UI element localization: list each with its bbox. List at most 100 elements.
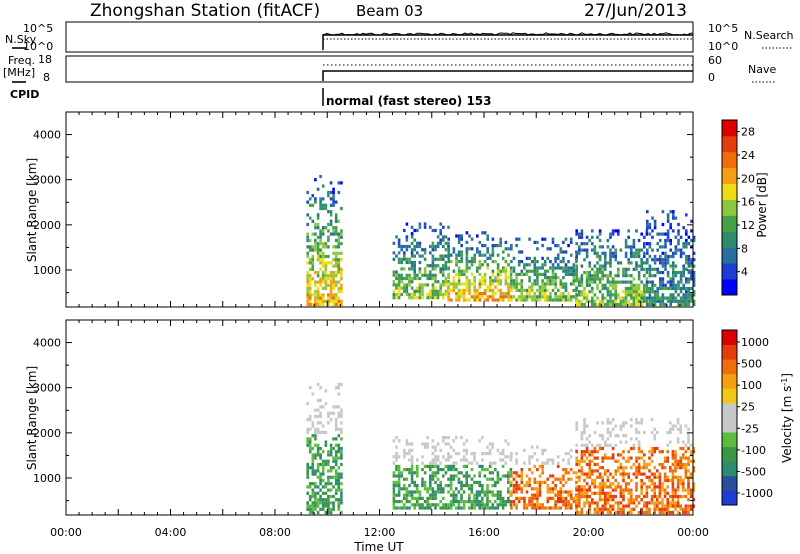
echo-cell (512, 490, 516, 494)
echo-cell (627, 501, 630, 505)
echo-cell (327, 235, 330, 239)
echo-cell (578, 290, 581, 294)
echo-cell (423, 248, 427, 252)
echo-cell (679, 280, 683, 284)
echo-cell (682, 299, 685, 303)
echo-cell (329, 446, 333, 451)
echo-cell (554, 295, 557, 299)
echo-cell (643, 510, 646, 515)
echo-cell (319, 501, 322, 505)
echo-cell (470, 503, 474, 507)
echo-cell (676, 462, 680, 467)
echo-cell (447, 295, 450, 299)
echo-cell (648, 469, 651, 473)
echo-cell (452, 464, 455, 468)
echo-cell (327, 283, 330, 287)
echo-cell (528, 461, 531, 465)
echo-cell (400, 286, 403, 290)
echo-cell (481, 503, 484, 507)
echo-cell (580, 277, 584, 281)
echo-cell (632, 242, 636, 246)
echo-cell (488, 477, 492, 481)
echo-cell (447, 452, 450, 456)
echo-cell (653, 466, 656, 470)
echo-cell (455, 260, 458, 264)
echo-cell (496, 471, 500, 475)
echo-cell (332, 504, 335, 508)
echo-cell (316, 270, 320, 275)
echo-cell (598, 466, 602, 470)
echo-cell (488, 471, 492, 475)
echo-cell (447, 280, 450, 284)
echo-cell (447, 250, 450, 254)
echo-cell (646, 219, 649, 223)
echo-cell (663, 472, 667, 476)
echo-cell (421, 248, 424, 252)
nsky-panel-frame (65, 21, 694, 53)
freq-tick-high: 18 (38, 53, 52, 66)
y-tick-label: 1000 (33, 472, 61, 485)
echo-cell (630, 437, 633, 441)
echo-cell (483, 282, 487, 286)
echo-cell (601, 296, 604, 300)
echo-cell (478, 279, 482, 283)
echo-cell (640, 290, 643, 294)
echo-cell (606, 427, 610, 431)
echo-cell (559, 292, 563, 296)
echo-cell (669, 226, 672, 230)
echo-cell (601, 504, 604, 508)
echo-cell (321, 184, 325, 188)
echo-cell (596, 267, 599, 271)
echo-cell (392, 471, 396, 475)
echo-cell (679, 251, 683, 255)
echo-cell (575, 274, 578, 278)
echo-cell (650, 450, 654, 454)
echo-cell (609, 270, 612, 275)
echo-cell (692, 446, 695, 451)
echo-cell (462, 464, 466, 468)
echo-cell (324, 402, 328, 406)
colorbar-tick-label: -1000 (741, 487, 773, 500)
echo-cell (481, 263, 484, 267)
echo-cell (663, 504, 667, 508)
echo-cell (554, 266, 557, 270)
echo-cell (637, 274, 641, 278)
echo-cell (596, 475, 599, 479)
echo-cell (614, 488, 617, 492)
echo-cell (659, 299, 662, 303)
echo-cell (598, 264, 602, 268)
echo-cell (460, 282, 463, 286)
echo-cell (591, 453, 594, 457)
echo-cell (308, 498, 312, 502)
echo-cell (314, 197, 317, 201)
echo-cell (588, 290, 591, 294)
echo-cell (515, 288, 518, 292)
echo-cell (583, 427, 586, 431)
echo-cell (410, 480, 414, 484)
echo-cell (501, 464, 505, 468)
echo-cell (583, 270, 586, 275)
echo-cell (536, 298, 539, 302)
echo-cell (421, 484, 424, 488)
echo-cell (334, 450, 338, 454)
echo-cell (619, 296, 623, 300)
echo-cell (499, 500, 502, 504)
echo-cell (598, 498, 602, 502)
echo-cell (481, 244, 484, 248)
echo-cell (617, 466, 620, 470)
echo-cell (679, 446, 682, 451)
echo-cell (684, 475, 688, 479)
echo-cell (627, 299, 630, 303)
echo-cell (661, 299, 665, 303)
echo-cell (630, 248, 633, 252)
echo-cell (530, 493, 534, 497)
colorbar-segment (722, 120, 737, 137)
echo-cell (504, 260, 508, 264)
echo-cell (314, 430, 317, 435)
echo-cell (340, 408, 343, 412)
echo-cell (395, 506, 398, 510)
cpid-label: CPID (10, 88, 39, 101)
echo-cell (551, 506, 555, 510)
echo-cell (308, 245, 312, 249)
echo-cell (677, 222, 680, 227)
